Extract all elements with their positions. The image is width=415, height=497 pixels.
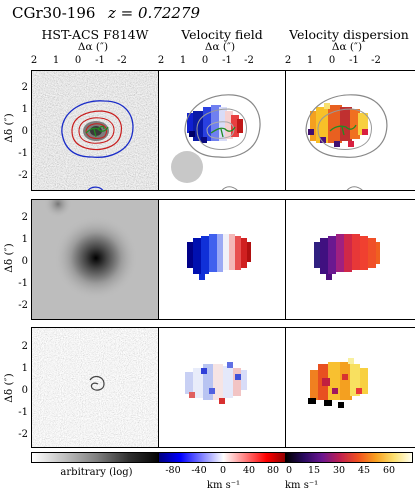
panel-velocity-field-observed [158, 70, 289, 191]
x-tick-label: 1 [52, 55, 60, 66]
panel-velocity-dispersion-model [285, 199, 415, 320]
colorbar-velocity [158, 452, 289, 463]
x-axis-label-col2: Δα (″) [204, 41, 236, 53]
residual-velocity-field-map [185, 362, 247, 404]
x-axis-label-col1: Δα (″) [77, 41, 109, 53]
y-tick-label: -2 [18, 300, 28, 311]
y-tick-label: 1 [21, 363, 28, 374]
y-tick-label: -1 [18, 407, 28, 418]
x-tick-label: -1 [95, 55, 105, 66]
y-tick-label: 0 [21, 126, 28, 137]
colorbar-tick: 60 [382, 465, 396, 476]
x-tick-label: 0 [328, 55, 336, 66]
x-tick-label: 2 [284, 55, 292, 66]
colorbar-tick: 15 [307, 465, 321, 476]
y-tick-label: 2 [21, 82, 28, 93]
colorbar-label-intensity: arbitrary (log) [60, 467, 133, 478]
colorbar-tick: 45 [357, 465, 371, 476]
colorbar-tick: -80 [165, 465, 181, 476]
panel-velocity-field-model [158, 199, 289, 320]
x-tick-label: -2 [371, 55, 381, 66]
colorbar-tick: 80 [266, 465, 280, 476]
panel-velocity-field-residual [158, 327, 289, 448]
x-tick-label: 0 [201, 55, 209, 66]
colorbar-tick: -40 [191, 465, 207, 476]
colorbar-label-velocity: km s⁻¹ [206, 480, 241, 491]
model-velocity-field-map [187, 234, 251, 280]
x-tick-label: 1 [179, 55, 187, 66]
x-tick-label: -2 [244, 55, 254, 66]
x-tick-label: -1 [349, 55, 359, 66]
colorbar-tick: 40 [242, 465, 256, 476]
y-tick-label: -1 [18, 148, 28, 159]
panel-velocity-dispersion-residual [285, 327, 415, 448]
y-tick-label: -1 [18, 278, 28, 289]
colorbar-tick: 0 [219, 465, 227, 476]
panel-model-image [31, 199, 162, 320]
x-tick-label: 2 [30, 55, 38, 66]
colorbar-tick: 0 [285, 465, 293, 476]
y-tick-label: 2 [21, 341, 28, 352]
colorbar-tick: 30 [332, 465, 346, 476]
y-tick-label: 1 [21, 234, 28, 245]
y-tick-label: 1 [21, 104, 28, 115]
panel-hst-residual [31, 327, 162, 448]
x-tick-label: 0 [74, 55, 82, 66]
panel-velocity-dispersion-observed [285, 70, 415, 191]
redshift-label: z = 0.72279 [108, 4, 201, 22]
x-tick-label: 2 [157, 55, 165, 66]
column-title-velocity-dispersion: Velocity dispersion [289, 27, 409, 42]
y-tick-label: 0 [21, 256, 28, 267]
column-title-velocity-field: Velocity field [181, 27, 263, 42]
x-tick-label: 1 [306, 55, 314, 66]
colorbar-label-dispersion: km s⁻¹ [285, 480, 319, 491]
x-tick-label: -1 [222, 55, 232, 66]
x-tick-label: -2 [117, 55, 127, 66]
panel-hst-contours [31, 70, 162, 191]
psf-disk [171, 151, 203, 183]
model-velocity-dispersion-map [314, 234, 380, 280]
velocity-dispersion-map [308, 103, 368, 147]
y-tick-label: 2 [21, 212, 28, 223]
object-name: CGr30-196 [12, 4, 96, 22]
y-tick-label: 0 [21, 385, 28, 396]
x-axis-label-col3: Δα (″) [331, 41, 363, 53]
residual-velocity-dispersion-map [308, 358, 368, 408]
y-tick-label: -2 [18, 429, 28, 440]
colorbar-intensity [31, 452, 162, 463]
y-tick-label: -2 [18, 170, 28, 181]
colorbar-dispersion [285, 452, 413, 463]
column-title-hst: HST-ACS F814W [41, 27, 149, 42]
